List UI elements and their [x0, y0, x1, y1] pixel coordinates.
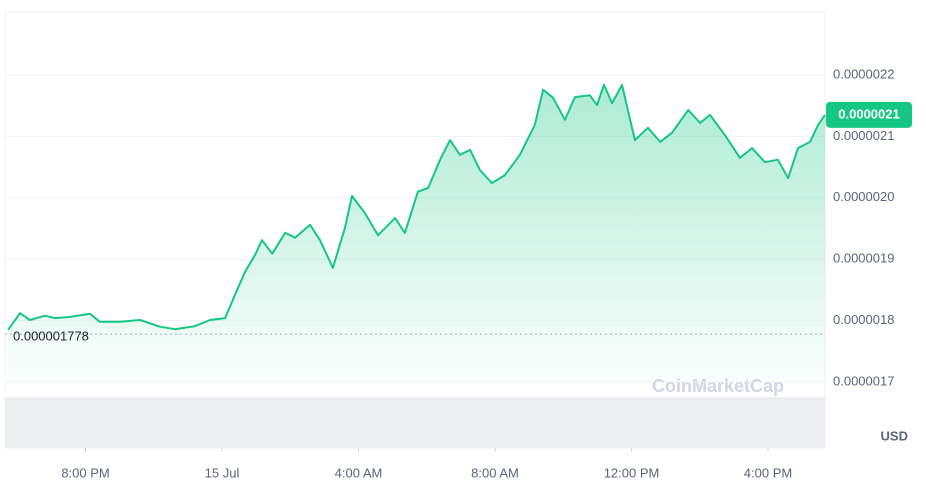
x-tick-label: 4:00 AM [335, 465, 383, 480]
y-tick-label: 0.0000022 [833, 66, 894, 81]
y-tick-label: 0.0000019 [833, 251, 894, 266]
y-tick-label: 0.0000021 [833, 128, 894, 143]
y-tick-label: 0.0000020 [833, 189, 894, 204]
y-tick-label: 0.0000018 [833, 312, 894, 327]
x-tick-label: 8:00 PM [61, 465, 109, 480]
volume-band [5, 397, 825, 448]
current-price-badge [826, 101, 912, 128]
reference-label: 0.000001778 [13, 329, 89, 344]
line [7, 83, 826, 331]
area [8, 84, 825, 383]
x-tick-label: 8:00 AM [471, 465, 519, 480]
x-tick-label: 12:00 PM [604, 465, 660, 480]
currency: USD [881, 428, 908, 443]
x-tick-label: 4:00 PM [744, 465, 792, 480]
current-price-label: 0.0000021 [838, 106, 899, 121]
y-tick-label: 0.0000017 [833, 373, 894, 388]
x-tick-label: 15 Jul [205, 465, 240, 480]
